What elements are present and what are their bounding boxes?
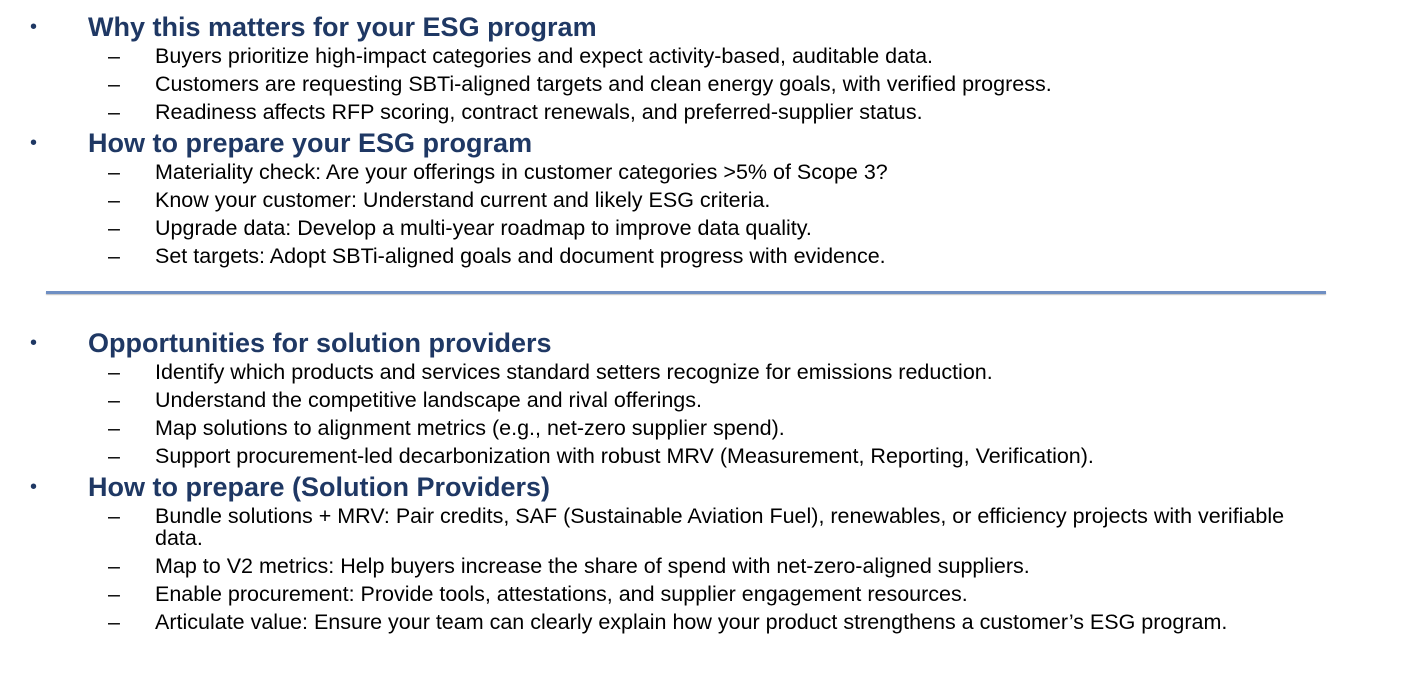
- dash-icon: –: [108, 216, 120, 240]
- dash-icon: –: [108, 160, 120, 184]
- dash-icon: –: [108, 360, 120, 384]
- list-item-text: Buyers prioritize high-impact categories…: [155, 44, 933, 68]
- list-item: – Materiality check: Are your offerings …: [0, 158, 1416, 186]
- section-heading: How to prepare your ESG program: [88, 128, 533, 158]
- bullet-icon: •: [30, 476, 38, 498]
- dash-icon: –: [108, 244, 120, 268]
- list-item-text: Identify which products and services sta…: [155, 360, 993, 384]
- section-divider: [46, 291, 1326, 294]
- dash-icon: –: [108, 444, 120, 468]
- section-why-this-matters: • Why this matters for your ESG program …: [0, 12, 1416, 126]
- bullet-icon: •: [30, 332, 38, 354]
- list-item: – Map solutions to alignment metrics (e.…: [0, 414, 1416, 442]
- list-item: – Set targets: Adopt SBTi-aligned goals …: [0, 242, 1416, 270]
- list-item: – Customers are requesting SBTi-aligned …: [0, 70, 1416, 98]
- list-item-text: Bundle solutions + MRV: Pair credits, SA…: [155, 504, 1285, 550]
- dash-icon: –: [108, 582, 120, 606]
- list-item: – Readiness affects RFP scoring, contrac…: [0, 98, 1416, 126]
- dash-icon: –: [108, 504, 120, 528]
- section-how-to-prepare-esg: • How to prepare your ESG program – Mate…: [0, 128, 1416, 270]
- section-heading: Opportunities for solution providers: [88, 328, 552, 358]
- dash-icon: –: [108, 416, 120, 440]
- dash-icon: –: [108, 100, 120, 124]
- list-item-text: Understand the competitive landscape and…: [155, 388, 702, 412]
- list-item-text: Enable procurement: Provide tools, attes…: [155, 582, 968, 606]
- list-item-text: Materiality check: Are your offerings in…: [155, 160, 888, 184]
- list-item: – Upgrade data: Develop a multi-year roa…: [0, 214, 1416, 242]
- list-item-text: Customers are requesting SBTi-aligned ta…: [155, 72, 1052, 96]
- section-heading-row: • How to prepare (Solution Providers): [0, 472, 1416, 502]
- dash-icon: –: [108, 554, 120, 578]
- list-item: – Buyers prioritize high-impact categori…: [0, 42, 1416, 70]
- list-item-text: Articulate value: Ensure your team can c…: [155, 610, 1228, 634]
- bullet-icon: •: [30, 16, 38, 38]
- dash-icon: –: [108, 72, 120, 96]
- list-item: – Identify which products and services s…: [0, 358, 1416, 386]
- dash-icon: –: [108, 188, 120, 212]
- list-item: – Bundle solutions + MRV: Pair credits, …: [0, 502, 1416, 552]
- list-item: – Support procurement-led decarbonizatio…: [0, 442, 1416, 470]
- section-opportunities: • Opportunities for solution providers –…: [0, 328, 1416, 470]
- list-item: – Enable procurement: Provide tools, att…: [0, 580, 1416, 608]
- list-item-text: Set targets: Adopt SBTi-aligned goals an…: [155, 244, 886, 268]
- list-item-text: Map solutions to alignment metrics (e.g.…: [155, 416, 785, 440]
- section-heading-row: • How to prepare your ESG program: [0, 128, 1416, 158]
- list-item-text: Readiness affects RFP scoring, contract …: [155, 100, 923, 124]
- list-item: – Articulate value: Ensure your team can…: [0, 608, 1416, 636]
- list-item: – Map to V2 metrics: Help buyers increas…: [0, 552, 1416, 580]
- list-item-text: Know your customer: Understand current a…: [155, 188, 771, 212]
- section-heading: Why this matters for your ESG program: [88, 12, 597, 42]
- list-item: – Know your customer: Understand current…: [0, 186, 1416, 214]
- dash-icon: –: [108, 388, 120, 412]
- dash-icon: –: [108, 610, 120, 634]
- list-item-text: Map to V2 metrics: Help buyers increase …: [155, 554, 1030, 578]
- section-heading: How to prepare (Solution Providers): [88, 472, 551, 502]
- list-item-text: Upgrade data: Develop a multi-year roadm…: [155, 216, 812, 240]
- list-item-text: Support procurement-led decarbonization …: [155, 444, 1094, 468]
- list-item: – Understand the competitive landscape a…: [0, 386, 1416, 414]
- section-how-to-prepare-solution-providers: • How to prepare (Solution Providers) – …: [0, 472, 1416, 636]
- section-heading-row: • Why this matters for your ESG program: [0, 12, 1416, 42]
- section-heading-row: • Opportunities for solution providers: [0, 328, 1416, 358]
- dash-icon: –: [108, 44, 120, 68]
- bullet-icon: •: [30, 132, 38, 154]
